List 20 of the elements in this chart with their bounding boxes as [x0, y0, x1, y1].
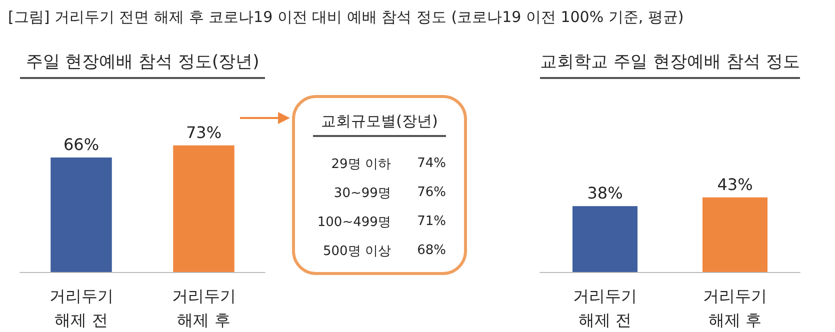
- text: 500명 이상: [322, 242, 391, 260]
- x-tick-label: 거리두기 해제 후: [703, 286, 767, 330]
- chart-subtitle: 교회학교 주일 현장예배 참석 정도: [540, 50, 800, 79]
- text: 29명 이하: [330, 156, 391, 172]
- data-label: 66%: [63, 134, 100, 154]
- text: 30~99명: [332, 184, 391, 202]
- text: 74%: [416, 156, 446, 171]
- text: 71%: [416, 214, 446, 229]
- text: [그림] 거리두기 전면 해제 후 코로나19 이전 대비 예배 참석 정도 (코로나19 이전 100% 기준, 평균): [8, 8, 684, 27]
- data-label: 38%: [587, 184, 623, 203]
- text: 68%: [416, 243, 446, 258]
- x-tick-label: 거리두기 해제 전: [49, 286, 114, 330]
- chart-subtitle: 주일 현장예배 참석 정도(장년): [20, 50, 265, 79]
- data-label: 43%: [717, 174, 753, 194]
- text: 교회규모별(장년): [313, 112, 446, 137]
- x-tick-label: 거리두기 해제 전: [573, 286, 637, 330]
- text: 76%: [416, 185, 446, 200]
- x-tick-label: 거리두기 해제 후: [172, 286, 236, 330]
- text: 100~499명: [316, 214, 391, 230]
- data-label: 73%: [186, 122, 222, 142]
